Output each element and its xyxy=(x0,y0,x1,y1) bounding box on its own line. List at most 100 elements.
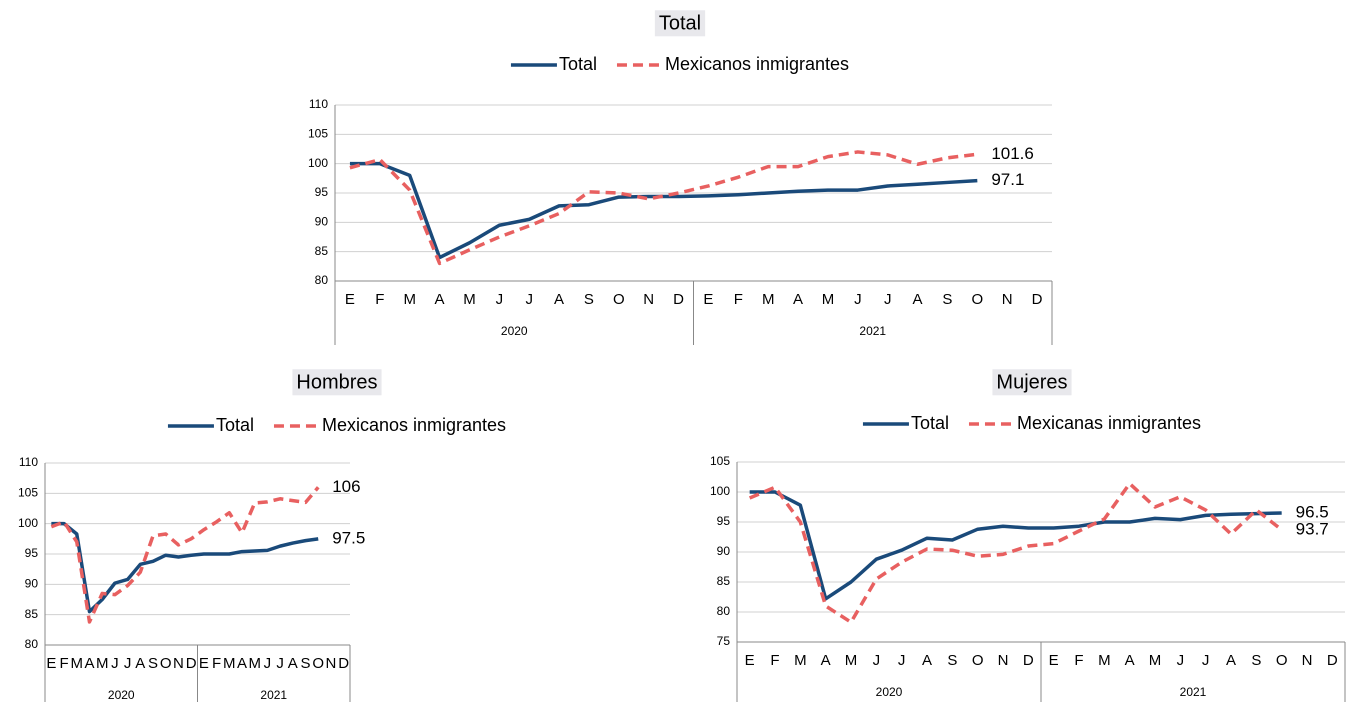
y-tick-label: 85 xyxy=(315,244,329,258)
x-tick-label: F xyxy=(1074,652,1083,669)
x-tick-label: O xyxy=(972,652,984,669)
y-tick-label: 95 xyxy=(25,546,39,560)
x-tick-label: D xyxy=(186,655,197,672)
y-tick-label: 90 xyxy=(717,544,731,558)
x-tick-label: D xyxy=(1327,652,1338,669)
chart-title: Total xyxy=(659,12,701,34)
x-tick-label: J xyxy=(884,291,892,308)
x-tick-label: A xyxy=(135,655,145,672)
series-line xyxy=(349,161,978,260)
legend-label: Mexicanos inmigrantes xyxy=(322,415,506,435)
x-tick-label: A xyxy=(554,291,564,308)
chart-title: Mujeres xyxy=(996,371,1067,393)
y-tick-label: 95 xyxy=(315,185,329,199)
year-label: 2020 xyxy=(501,324,528,338)
x-tick-label: M xyxy=(762,291,775,308)
x-tick-label: M xyxy=(1098,652,1111,669)
x-tick-label: E xyxy=(703,291,713,308)
x-tick-label: E xyxy=(1049,652,1059,669)
x-tick-label: F xyxy=(59,655,68,672)
y-tick-label: 90 xyxy=(315,215,329,229)
title-background xyxy=(992,369,1072,396)
x-tick-label: N xyxy=(998,652,1009,669)
x-tick-label: J xyxy=(1202,652,1210,669)
legend-label: Mexicanos inmigrantes xyxy=(665,54,849,74)
x-tick-label: M xyxy=(463,291,476,308)
legend-label: Total xyxy=(911,413,949,433)
series-line xyxy=(749,490,1282,601)
legend-label: Total xyxy=(216,415,254,435)
x-tick-label: A xyxy=(793,291,803,308)
x-tick-label: A xyxy=(84,655,94,672)
year-label: 2021 xyxy=(859,324,886,338)
x-tick-label: A xyxy=(1226,652,1236,669)
x-tick-label: A xyxy=(1125,652,1135,669)
x-tick-label: M xyxy=(248,655,261,672)
year-label: 2020 xyxy=(108,688,135,702)
x-tick-label: J xyxy=(873,652,881,669)
legend-label: Mexicanas inmigrantes xyxy=(1017,413,1201,433)
x-tick-label: S xyxy=(942,291,952,308)
end-value-label: 97.5 xyxy=(332,528,365,547)
x-tick-label: M xyxy=(96,655,109,672)
x-tick-label: N xyxy=(643,291,654,308)
x-tick-label: A xyxy=(237,655,247,672)
x-tick-label: J xyxy=(854,291,862,308)
x-tick-label: J xyxy=(496,291,504,308)
x-tick-label: J xyxy=(111,655,119,672)
series-line xyxy=(748,481,1283,624)
x-tick-label: M xyxy=(794,652,807,669)
x-tick-label: S xyxy=(301,655,311,672)
x-tick-label: N xyxy=(326,655,337,672)
x-tick-label: O xyxy=(312,655,324,672)
x-tick-label: M xyxy=(1149,652,1162,669)
x-tick-label: A xyxy=(913,291,923,308)
x-tick-label: S xyxy=(148,655,158,672)
y-tick-label: 95 xyxy=(717,514,731,528)
y-tick-label: 110 xyxy=(309,97,328,111)
title-group: Hombres xyxy=(292,369,382,396)
y-tick-label: 80 xyxy=(717,604,731,618)
y-tick-label: 80 xyxy=(315,273,329,287)
legend-label: Total xyxy=(559,54,597,74)
year-label: 2021 xyxy=(1180,685,1207,699)
x-tick-label: M xyxy=(403,291,416,308)
x-tick-label: O xyxy=(971,291,983,308)
x-tick-label: J xyxy=(525,291,533,308)
end-value-label: 106 xyxy=(332,477,360,496)
x-tick-label: J xyxy=(1177,652,1185,669)
x-tick-label: E xyxy=(199,655,209,672)
y-tick-label: 105 xyxy=(18,486,38,500)
y-tick-label: 100 xyxy=(710,484,730,498)
chart-title: Hombres xyxy=(296,371,377,393)
x-tick-label: J xyxy=(898,652,906,669)
end-value-label: 93.7 xyxy=(1296,519,1329,538)
series-line xyxy=(349,150,978,266)
x-tick-label: A xyxy=(922,652,932,669)
x-tick-label: D xyxy=(338,655,349,672)
x-tick-label: E xyxy=(345,291,355,308)
end-value-label: 97.1 xyxy=(991,170,1024,189)
x-tick-label: F xyxy=(770,652,779,669)
x-tick-label: O xyxy=(160,655,172,672)
x-tick-label: O xyxy=(1276,652,1288,669)
x-tick-label: M xyxy=(822,291,835,308)
x-tick-label: N xyxy=(1002,291,1013,308)
y-tick-label: 105 xyxy=(710,454,730,468)
y-tick-label: 110 xyxy=(19,455,38,469)
y-tick-label: 85 xyxy=(25,607,39,621)
x-tick-label: E xyxy=(745,652,755,669)
x-tick-label: F xyxy=(734,291,743,308)
y-tick-label: 100 xyxy=(18,516,38,530)
year-label: 2020 xyxy=(876,685,903,699)
x-tick-label: M xyxy=(71,655,84,672)
series-line xyxy=(50,486,320,624)
y-tick-label: 90 xyxy=(25,577,39,591)
x-tick-label: A xyxy=(288,655,298,672)
y-tick-label: 80 xyxy=(25,637,39,651)
x-tick-label: O xyxy=(613,291,625,308)
x-tick-label: E xyxy=(46,655,56,672)
x-tick-label: J xyxy=(124,655,132,672)
x-tick-label: J xyxy=(264,655,272,672)
